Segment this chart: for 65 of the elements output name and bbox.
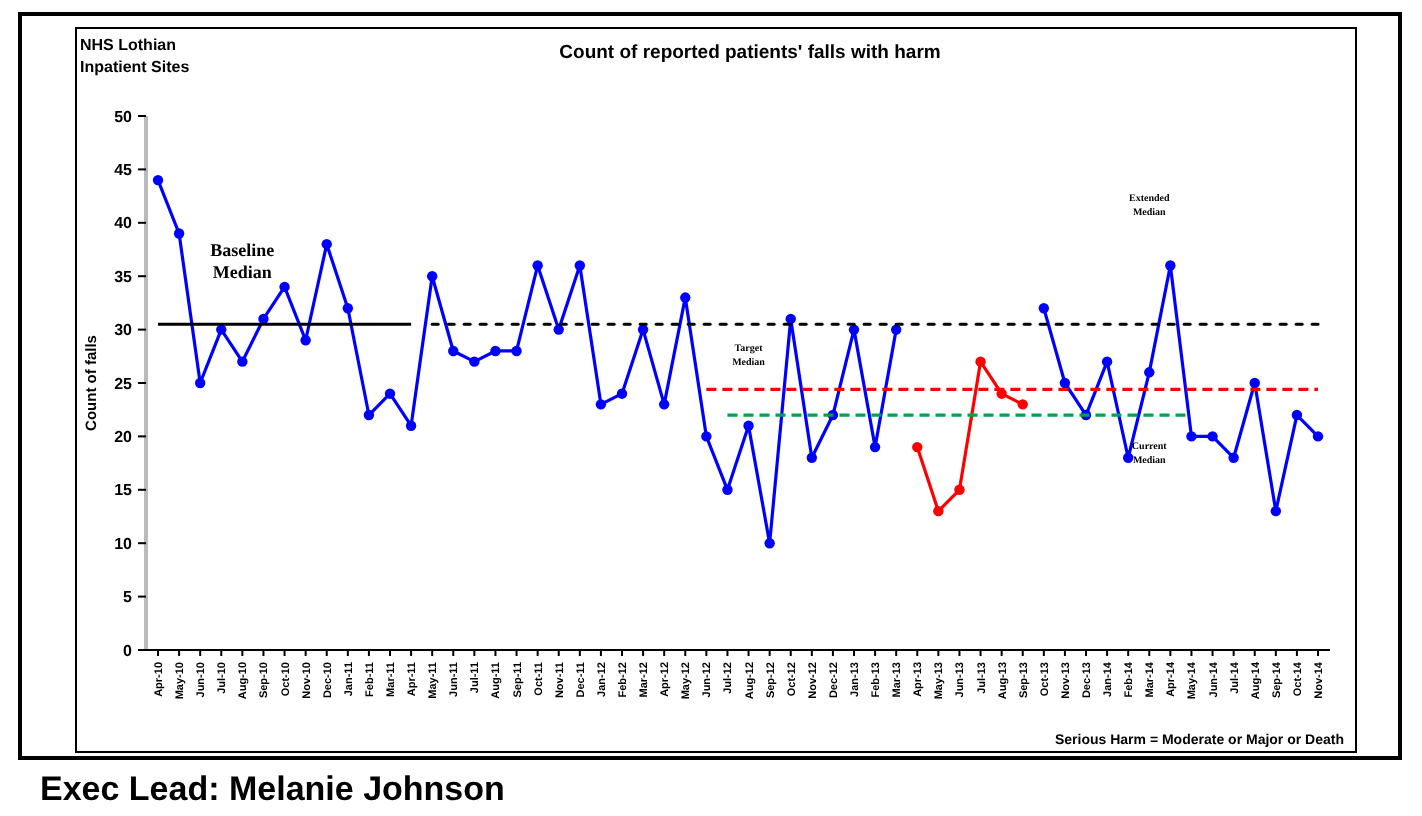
point — [764, 538, 775, 549]
y-tick-label: 20 — [114, 428, 134, 446]
point — [363, 409, 375, 421]
y-tick-label: 0 — [123, 641, 134, 660]
chart-title: Count of reported patients' falls with harm — [559, 42, 941, 64]
y-tick-label: 15 — [114, 481, 134, 500]
point — [1291, 409, 1303, 421]
point — [869, 441, 881, 453]
y-tick-label: 25 — [114, 374, 134, 393]
point — [574, 260, 586, 271]
point — [1270, 505, 1282, 517]
point — [1144, 367, 1155, 378]
point — [616, 388, 628, 399]
point — [152, 174, 164, 186]
point — [785, 313, 796, 325]
point — [1122, 452, 1134, 463]
point — [1228, 452, 1239, 463]
point — [701, 431, 712, 442]
point — [237, 356, 248, 367]
point — [806, 452, 818, 463]
point — [405, 420, 417, 431]
point — [173, 228, 185, 239]
point — [680, 292, 691, 303]
text: Exec Lead: Melanie Johnson — [40, 770, 505, 808]
y-tick-label: 50 — [114, 107, 134, 126]
point — [912, 441, 923, 453]
point — [722, 484, 733, 495]
chart-subtitle: NHS Lothian Inpatient Sites — [80, 36, 191, 76]
point — [553, 324, 564, 335]
y-tick-label: 35 — [114, 267, 134, 286]
point — [1038, 303, 1050, 314]
y-tick-label: 10 — [114, 534, 134, 553]
point — [279, 281, 290, 293]
point — [321, 238, 332, 250]
annotation: Baseline Median — [210, 240, 275, 283]
point — [1017, 399, 1028, 410]
point — [342, 303, 354, 314]
point — [300, 335, 311, 346]
point — [426, 271, 438, 282]
point — [848, 324, 860, 335]
point — [658, 399, 670, 410]
point — [933, 505, 944, 517]
point — [595, 399, 607, 410]
point — [743, 420, 754, 431]
point — [511, 345, 522, 357]
y-tick-label: 40 — [114, 214, 134, 233]
y-tick-label: 45 — [114, 161, 134, 179]
y-tick-label: 30 — [114, 321, 134, 340]
point — [1207, 431, 1218, 442]
point — [975, 356, 986, 367]
point — [1186, 431, 1197, 442]
point — [490, 345, 501, 357]
point — [1312, 431, 1324, 442]
point — [890, 324, 902, 335]
y-tick-label: 5 — [123, 588, 134, 607]
point — [469, 356, 480, 367]
point — [384, 388, 396, 399]
point — [194, 377, 206, 389]
point — [1101, 356, 1113, 367]
point — [1165, 260, 1176, 271]
point — [1249, 377, 1260, 389]
point — [954, 484, 965, 495]
point — [448, 345, 459, 357]
point — [1059, 377, 1071, 389]
point — [532, 260, 543, 271]
